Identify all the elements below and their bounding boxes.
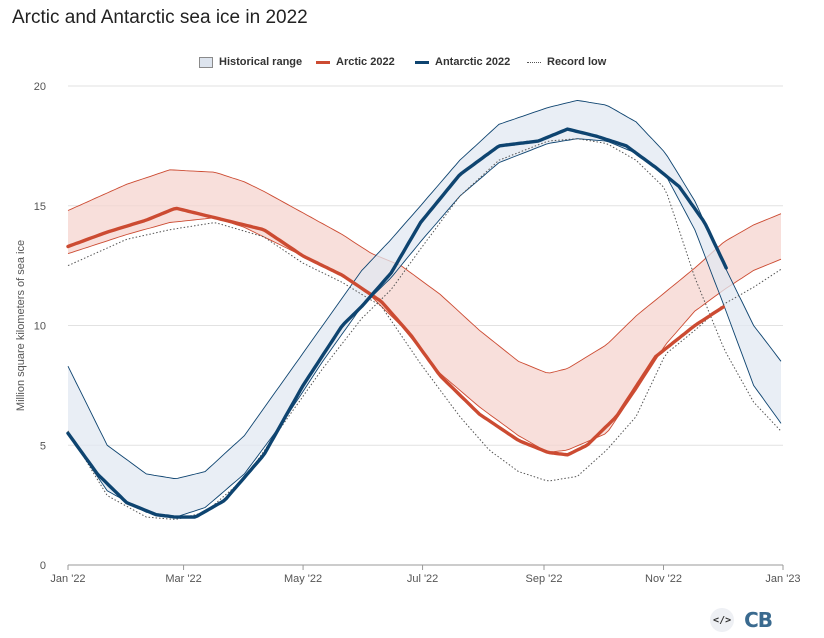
legend-antarctic-label: Antarctic 2022 [435,56,511,68]
y-tick-label-15: 15 [34,201,46,213]
y-tick-label-10: 10 [34,321,46,333]
x-tick-label-6: Jan '23 [765,573,800,585]
embed-icon[interactable]: </> [710,608,735,632]
legend-record[interactable]: Record low [527,53,606,71]
historical-range-antarctic-band [68,100,781,517]
legend-antarctic[interactable]: Antarctic 2022 [415,53,510,71]
record-low-arctic-line [67,222,782,482]
antarctic-swatch [415,60,429,64]
x-tick-label-0: Jan '22 [50,573,85,585]
historical-range-arctic-band [68,169,781,453]
x-tick-label-5: Nov '22 [645,573,682,585]
historical-swatch [199,56,213,68]
x-tick-label-2: May '22 [284,573,322,585]
y-tick-label-5: 5 [40,440,46,452]
historical-range-antarctic-upper-edge [67,99,782,479]
legend-arctic-label: Arctic 2022 [336,56,395,68]
y-axis-label: Million square kilometers of sea ice [15,240,27,411]
arctic-2022-line [66,206,725,457]
legend-arctic[interactable]: Arctic 2022 [316,53,395,71]
record-swatch [527,61,541,63]
historical-range-arctic-upper-edge [67,169,782,374]
antarctic-2022-line [66,127,728,519]
carbon-brief-logo: CB [744,608,773,632]
legend-record-label: Record low [547,56,607,68]
x-tick-label-3: Jul '22 [407,573,438,585]
legend-historical[interactable]: Historical range [199,53,302,71]
x-tick-label-4: Sep '22 [526,573,563,585]
y-tick-label-20: 20 [34,81,46,93]
legend-historical-label: Historical range [219,56,303,68]
x-tick-label-1: Mar '22 [165,573,201,585]
chart-title: Arctic and Antarctic sea ice in 2022 [12,7,308,28]
legend: Historical range Arctic 2022 Antarctic 2… [0,53,824,71]
arctic-swatch [316,60,330,64]
y-tick-label-0: 0 [40,560,46,572]
footer: </> CB [710,608,773,632]
